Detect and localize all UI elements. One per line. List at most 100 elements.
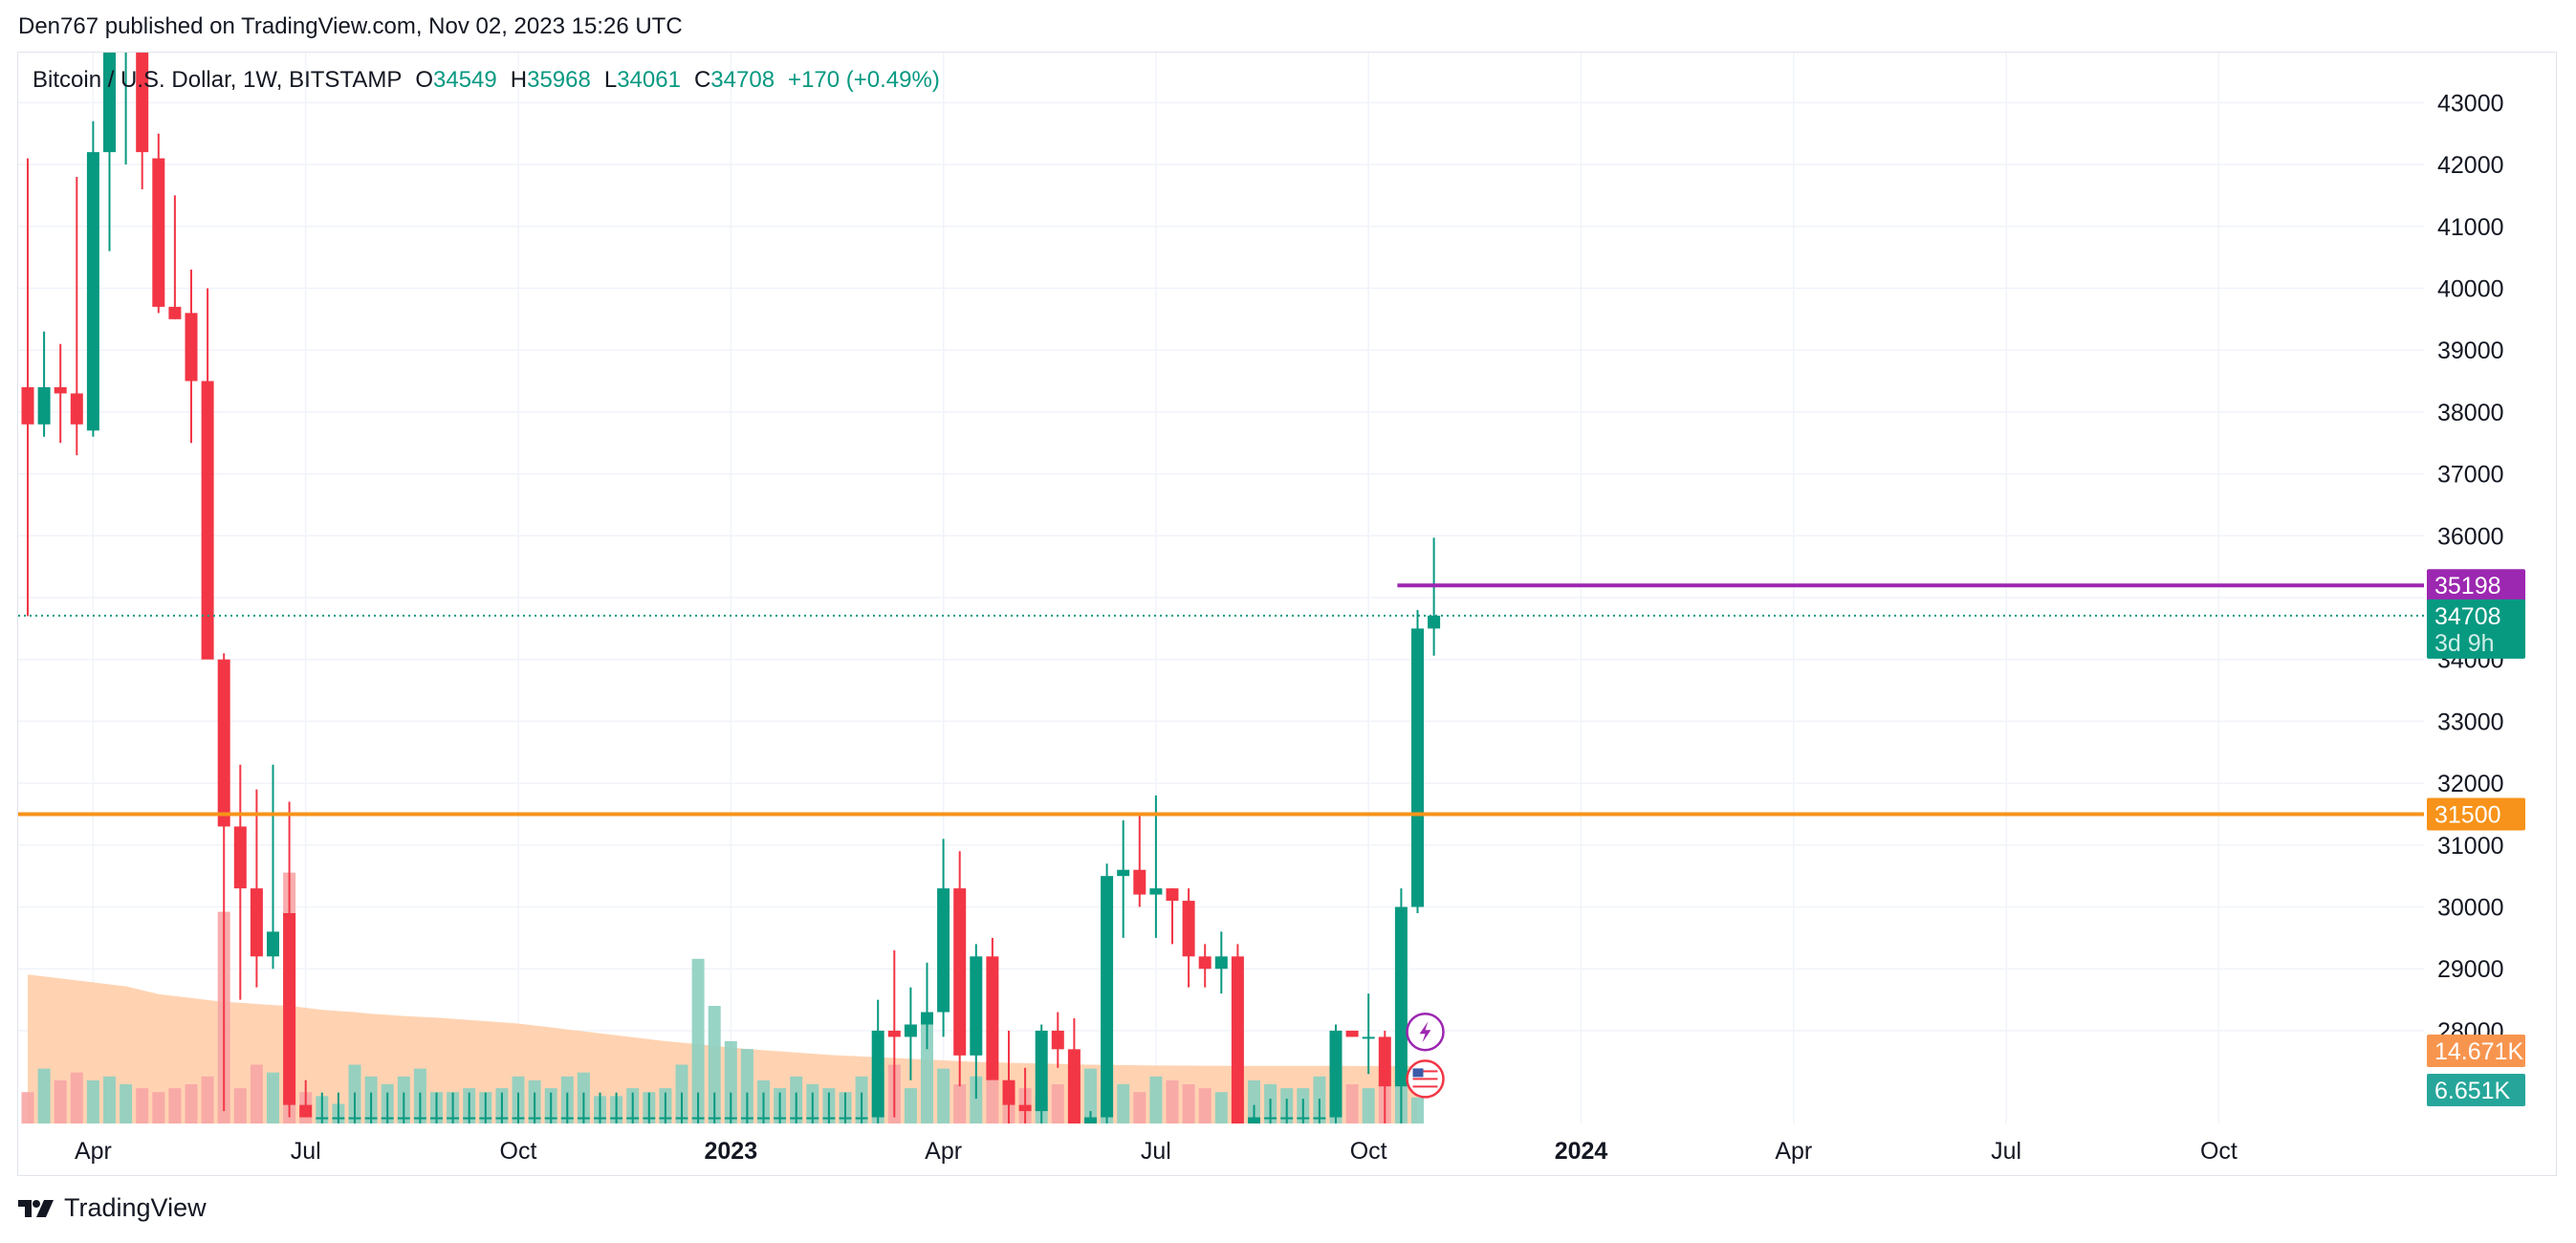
y-tick-label: 30000 (2437, 895, 2504, 922)
close-value: 34708 (710, 67, 775, 93)
volume-bar (691, 958, 705, 1123)
volume-bar (1084, 1068, 1097, 1123)
candle-body (1084, 1117, 1097, 1123)
volume-bar (1214, 1092, 1228, 1123)
candle-body (1280, 1117, 1294, 1120)
y-tick-label: 36000 (2437, 523, 2504, 550)
candle-body (577, 1117, 590, 1120)
tradingview-logo[interactable]: TradingView (18, 1193, 207, 1223)
candle-body (1133, 869, 1146, 895)
candle-body (1018, 1104, 1032, 1112)
candle-body (430, 1117, 443, 1120)
candle-body (332, 1117, 345, 1120)
candle-body (1231, 956, 1244, 1123)
volume-bar (54, 1079, 67, 1123)
low-label: L (603, 67, 618, 93)
y-tick-label: 38000 (2437, 400, 2504, 426)
candle-body (1002, 1079, 1015, 1105)
us-flag-stripe (1412, 1074, 1438, 1077)
y-tick-label: 39000 (2437, 338, 2504, 364)
volume-bar (1182, 1084, 1195, 1123)
volume-bar (201, 1076, 214, 1123)
candle-body (299, 1104, 313, 1118)
candle-body (610, 1117, 623, 1120)
candle-body (774, 1117, 787, 1120)
candle-body (1166, 888, 1179, 902)
close-label: C (693, 67, 711, 93)
candle-body (528, 1117, 541, 1120)
candle-body (757, 1117, 770, 1120)
lightning-event-icon (1406, 1012, 1445, 1052)
volume-bar (970, 1076, 983, 1123)
candle-body (1411, 628, 1424, 907)
volume-bar (1362, 1088, 1375, 1123)
low-value: 34061 (617, 67, 681, 93)
candle-body (413, 1117, 426, 1120)
x-tick-label: Apr (1775, 1138, 1812, 1165)
candle-body (54, 387, 67, 394)
candle-body (708, 1117, 721, 1120)
candle-body (544, 1117, 557, 1120)
x-tick-label: Jul (1991, 1138, 2021, 1165)
candle-body (1149, 888, 1163, 895)
candle-body (1362, 1036, 1375, 1039)
last-price-label-box (2427, 599, 2525, 659)
candle-body (806, 1117, 819, 1120)
volume-bar (37, 1068, 51, 1123)
volume-label-text: 6.651K (2434, 1078, 2511, 1104)
volume-bar (152, 1092, 165, 1123)
candle-body (1394, 906, 1408, 1087)
candle-body (659, 1117, 672, 1120)
y-tick-label: 43000 (2437, 90, 2504, 117)
plot-area (18, 53, 2424, 1123)
candle-body (937, 888, 950, 1013)
candle-body (986, 956, 999, 1080)
candle-body (21, 387, 34, 425)
candle-body (168, 306, 182, 319)
volume-bar (136, 1088, 149, 1123)
candle-body (495, 1117, 509, 1120)
candle-body (152, 158, 165, 307)
chart-pane[interactable]: 2800029000300003100032000330003400035000… (17, 52, 2557, 1176)
volume-bar (1198, 1088, 1212, 1123)
candle-body (364, 1117, 378, 1120)
candle-body (267, 931, 279, 957)
candle-body (1101, 876, 1114, 1118)
x-tick-label: 2023 (704, 1138, 757, 1165)
price-chart[interactable]: 2800029000300003100032000330003400035000… (18, 53, 2557, 1176)
volume-ma-label-box (2427, 1035, 2525, 1067)
level-price-label-box (2427, 797, 2525, 831)
candle-body (447, 1117, 460, 1120)
candle-body (1214, 956, 1228, 970)
volume-bar (1411, 1097, 1424, 1123)
x-tick-label: Oct (1350, 1138, 1387, 1165)
y-tick-label: 40000 (2437, 275, 2504, 302)
volume-bar (70, 1072, 83, 1123)
candle-body (855, 1117, 868, 1120)
us-flag-event-icon (1406, 1059, 1445, 1099)
volume-bar (1051, 1084, 1064, 1123)
volume-bar (86, 1079, 99, 1123)
volume-bar (185, 1084, 198, 1123)
volume-bar (120, 1084, 133, 1123)
candle-body (1428, 615, 1441, 629)
candle-body (675, 1117, 688, 1120)
y-tick-label: 33000 (2437, 709, 2504, 735)
volume-bar (1133, 1092, 1146, 1123)
candle-body (1345, 1030, 1359, 1037)
volume-bar (1149, 1076, 1163, 1123)
symbol-title[interactable]: Bitcoin / U.S. Dollar, 1W, BITSTAMP (33, 67, 403, 93)
volume-bar (21, 1092, 34, 1123)
high-label: H (510, 67, 528, 93)
volume-bar (1117, 1084, 1130, 1123)
candle-body (626, 1117, 640, 1120)
level-price-label-text: 31500 (2434, 801, 2501, 828)
candle-body (250, 888, 263, 957)
volume-bar (708, 1006, 721, 1123)
y-tick-label: 37000 (2437, 462, 2504, 489)
candle-body (839, 1117, 852, 1120)
y-tick-label: 42000 (2437, 152, 2504, 179)
candle-body (136, 53, 149, 153)
candle-body (1117, 869, 1130, 877)
candle-body (86, 152, 99, 431)
